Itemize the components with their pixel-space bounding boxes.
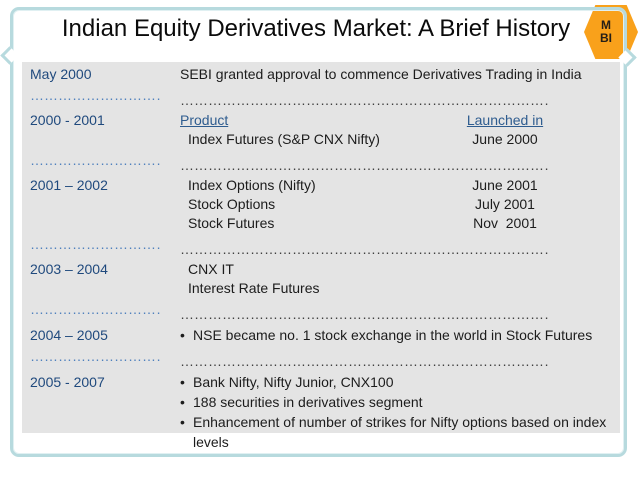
dotted-leader-right: …………………………………………………………………………………………………………… [180,157,548,173]
frame-notch-left [0,46,19,65]
content-cell: • 188 securities in derivatives segment [173,392,620,412]
timeline-row: • Enhancement of number of strikes for Ni… [22,412,620,452]
milestone-text: Stock Futures [188,215,275,231]
period-column-cell: …………………………………………………………………………………………………………… [22,235,173,259]
dotted-leader-left: …………………………………………………………………………………………………………… [30,348,160,364]
milestone-text: Bank Nifty, Nifty Junior, CNX100 [193,374,394,390]
launch-date: June 2001 [472,177,538,193]
timeline-row: Interest Rate Futures [22,279,620,298]
dotted-separator-row: …………………………………………………………………………………………………………… [22,151,620,175]
timeline-row: Stock Options July 2001 [22,195,620,214]
timeline-row: May 2000 SEBI granted approval to commenc… [22,65,620,84]
content-column-cell: …………………………………………………………………………………………………………… [173,240,620,259]
content-cell: CNX IT [173,260,620,279]
dotted-leader-left: …………………………………………………………………………………………………………… [30,87,160,103]
period-column-cell: …………………………………………………………………………………………………………… [22,151,173,175]
timeline-row: 2004 – 2005 • NSE became no. 1 stock excha… [22,325,620,345]
period-column-cell: …………………………………………………………………………………………………………… [22,300,173,324]
bullet-icon: • [180,374,185,390]
period-label: 2003 – 2004 [30,261,108,277]
dotted-leader-left: …………………………………………………………………………………………………………… [30,236,160,252]
period-label: 2005 - 2007 [30,374,105,390]
bullet-icon: • [180,327,185,343]
content-column-cell: …………………………………………………………………………………………………………… [173,352,620,371]
content-column-cell: …………………………………………………………………………………………………………… [173,305,620,324]
dotted-leader-right: …………………………………………………………………………………………………………… [180,241,548,257]
milestone-text: NSE became no. 1 stock exchange in the w… [193,327,593,343]
product-header-link[interactable]: Product [180,112,229,128]
timeline-row: • 188 securities in derivatives segment [22,392,620,412]
content-column-cell: …………………………………………………………………………………………………………… [173,156,620,175]
period-label: 2001 – 2002 [30,177,108,193]
milestone-text: Index Futures (S&P CNX Nifty) [188,131,380,147]
dotted-leader-right: …………………………………………………………………………………………………………… [180,92,548,108]
milestone-text: 188 securities in derivatives segment [193,394,423,410]
content-cell: • Enhancement of number of strikes for Ni… [173,412,620,452]
dotted-leader-right: …………………………………………………………………………………………………………… [180,353,548,369]
period-column-cell: …………………………………………………………………………………………………………… [22,347,173,371]
content-column-cell: …………………………………………………………………………………………………………… [173,91,620,110]
launch-date: Nov 2001 [473,215,537,231]
dotted-leader-right: …………………………………………………………………………………………………………… [180,306,548,322]
period-column-cell: …………………………………………………………………………………………………………… [22,86,173,110]
milestone-text: Enhancement of number of strikes for Nif… [193,414,607,450]
timeline-row: 2003 – 2004 CNX IT [22,260,620,279]
content-cell: Stock Futures Nov 2001 [173,214,620,233]
period-label: 2000 - 2001 [30,112,105,128]
timeline-row: 2001 – 2002 Index Options (Nifty) June 200… [22,176,620,195]
timeline-row: 2000 - 2001 Product Launched in [22,111,620,130]
period-label: 2004 – 2005 [30,327,108,343]
dotted-leader-left: …………………………………………………………………………………………………………… [30,301,160,317]
mbi-logo-line2: BI [600,31,612,45]
launched-in-header-link[interactable]: Launched in [466,112,544,128]
content-cell: Stock Options July 2001 [173,195,620,214]
bullet-icon: • [180,414,185,430]
milestone-text: Stock Options [188,196,276,212]
dotted-separator-row: …………………………………………………………………………………………………………… [22,347,620,371]
launch-date: July 2001 [475,196,535,212]
content-cell: Interest Rate Futures [173,279,620,298]
slide-title: Indian Equity Derivatives Market: A Brie… [61,15,571,42]
dotted-separator-row: …………………………………………………………………………………………………………… [22,300,620,324]
content-cell: Product Launched in [173,111,620,130]
content-cell: Index Futures (S&P CNX Nifty) June 2000 [173,130,620,149]
mbi-logo-line1: M [601,18,611,32]
milestone-text: Interest Rate Futures [188,280,320,296]
dotted-separator-row: …………………………………………………………………………………………………………… [22,86,620,110]
dotted-leader-left: …………………………………………………………………………………………………………… [30,152,160,168]
milestone-text: Index Options (Nifty) [188,177,316,193]
timeline-panel: May 2000 SEBI granted approval to commenc… [22,62,620,450]
launch-date: June 2000 [472,131,538,147]
content-cell: • NSE became no. 1 stock exchange in the … [173,325,620,345]
timeline-row: 2005 - 2007 • Bank Nifty, Nifty Junior, CN… [22,372,620,392]
milestone-text: SEBI granted approval to commence Deriva… [180,66,582,82]
timeline-row: Index Futures (S&P CNX Nifty) June 2000 [22,130,620,149]
timeline-row: Stock Futures Nov 2001 [22,214,620,233]
dotted-separator-row: …………………………………………………………………………………………………………… [22,235,620,259]
period-label: May 2000 [30,66,92,82]
content-cell: Index Options (Nifty) June 2001 [173,176,620,195]
content-cell: • Bank Nifty, Nifty Junior, CNX100 [173,372,620,392]
content-cell: SEBI granted approval to commence Deriva… [173,65,620,84]
milestone-text: CNX IT [188,261,234,277]
bullet-icon: • [180,394,185,410]
